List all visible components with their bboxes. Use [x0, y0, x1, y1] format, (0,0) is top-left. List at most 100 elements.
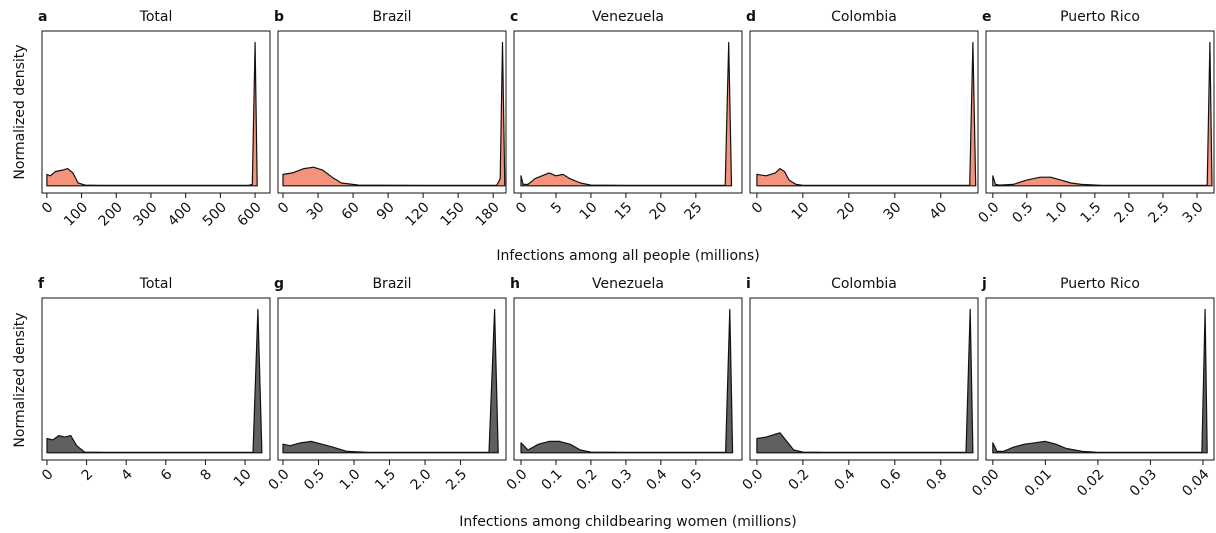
x-tick-label: 2.0	[408, 466, 435, 493]
x-axis-label: Infections among childbearing women (mil…	[459, 514, 796, 530]
x-tick-label: 20	[835, 199, 859, 223]
density-area	[282, 41, 506, 187]
x-tick-label: 30	[304, 199, 328, 223]
x-tick-label: 600	[235, 199, 265, 229]
panel-letter: f	[38, 276, 45, 292]
x-tick-label: 0.00	[969, 466, 1002, 499]
y-axis-label: Normalized density	[12, 312, 28, 447]
x-tick-label: 2.5	[443, 466, 470, 493]
x-tick-label: 15	[612, 199, 636, 223]
x-tick-label: 30	[881, 199, 905, 223]
x-tick-label: 500	[200, 199, 230, 229]
x-tick-label: 25	[682, 199, 706, 223]
x-tick-label: 300	[130, 199, 160, 229]
x-tick-label: 10	[577, 199, 601, 223]
panel-letter: g	[274, 276, 284, 292]
plot-frame	[749, 297, 979, 461]
panel-letter: a	[38, 9, 47, 25]
x-tick-label: 0.01	[1022, 466, 1055, 499]
panel-letter: d	[746, 9, 756, 25]
panel-title: Total	[139, 276, 173, 292]
x-tick-label: 0.02	[1074, 466, 1107, 499]
x-tick-label: 20	[647, 199, 671, 223]
panel-title: Puerto Rico	[1060, 9, 1140, 25]
density-area	[992, 41, 1213, 187]
plot-frame	[41, 297, 271, 461]
x-tick-label: 0.5	[1009, 199, 1036, 226]
x-tick-label: 40	[927, 199, 951, 223]
panel-letter: j	[981, 276, 987, 292]
x-tick-label: 0	[39, 199, 57, 217]
x-tick-label: 0	[275, 199, 293, 217]
density-area	[46, 41, 258, 187]
panel-title: Puerto Rico	[1060, 276, 1140, 292]
density-area	[520, 41, 733, 187]
x-tick-label: 0.3	[609, 466, 636, 493]
x-tick-label: 0.4	[643, 466, 670, 493]
x-tick-label: 0.1	[539, 466, 566, 493]
x-tick-label: 0.0	[266, 466, 293, 493]
x-tick-label: 0.0	[739, 466, 766, 493]
x-tick-label: 0.8	[923, 466, 950, 493]
x-tick-label: 100	[61, 199, 91, 229]
x-tick-label: 1.0	[1043, 199, 1070, 226]
x-tick-label: 150	[438, 199, 468, 229]
x-tick-label: 120	[403, 199, 433, 229]
x-tick-label: 1.0	[337, 466, 364, 493]
x-tick-label: 90	[374, 199, 398, 223]
x-tick-label: 1.5	[372, 466, 399, 493]
x-tick-label: 10	[231, 466, 255, 490]
density-area	[520, 308, 734, 454]
panel-title: Venezuela	[592, 276, 664, 292]
x-tick-label: 0.5	[301, 466, 328, 493]
x-tick-label: 3.0	[1180, 199, 1207, 226]
x-tick-label: 5	[548, 199, 566, 217]
density-area	[756, 308, 974, 454]
panel-letter: b	[274, 9, 284, 25]
x-tick-label: 0.0	[504, 466, 531, 493]
panel-title: Venezuela	[592, 9, 664, 25]
x-tick-label: 0.2	[785, 466, 812, 493]
panel-title: Total	[139, 9, 173, 25]
panel-title: Colombia	[831, 9, 897, 25]
x-tick-label: 0.5	[678, 466, 705, 493]
x-tick-label: 400	[165, 199, 195, 229]
x-tick-label: 4	[118, 466, 136, 484]
plot-frame	[749, 30, 979, 194]
y-axis-label: Normalized density	[12, 44, 28, 179]
x-tick-label: 0.2	[574, 466, 601, 493]
plot-frame	[513, 30, 743, 194]
panel-letter: h	[510, 276, 520, 292]
x-tick-label: 60	[339, 199, 363, 223]
plot-frame	[277, 30, 507, 194]
x-tick-label: 0.6	[877, 466, 904, 493]
x-tick-label: 0	[513, 199, 531, 217]
x-tick-label: 0.04	[1179, 466, 1212, 499]
x-tick-label: 6	[158, 466, 176, 484]
x-tick-label: 2.0	[1112, 199, 1139, 226]
x-tick-label: 1.5	[1077, 199, 1104, 226]
x-axis-label: Infections among all people (millions)	[496, 248, 759, 264]
x-tick-label: 0.4	[831, 466, 858, 493]
plot-frame	[985, 297, 1215, 461]
x-tick-label: 0.03	[1127, 466, 1160, 499]
panel-letter: i	[746, 276, 751, 292]
x-tick-label: 0.0	[975, 199, 1002, 226]
x-tick-label: 180	[473, 199, 503, 229]
x-tick-label: 2.5	[1146, 199, 1173, 226]
plot-frame	[277, 297, 507, 461]
x-tick-label: 8	[197, 466, 215, 484]
x-tick-label: 0	[749, 199, 767, 217]
panel-title: Brazil	[372, 276, 411, 292]
x-tick-label: 0	[39, 466, 57, 484]
density-area	[46, 308, 263, 454]
panel-letter: e	[982, 9, 992, 25]
density-area	[992, 308, 1208, 454]
density-area	[756, 41, 977, 187]
panel-letter: c	[510, 9, 518, 25]
panel-title: Brazil	[372, 9, 411, 25]
plot-frame	[985, 30, 1215, 194]
plot-frame	[513, 297, 743, 461]
panel-title: Colombia	[831, 276, 897, 292]
